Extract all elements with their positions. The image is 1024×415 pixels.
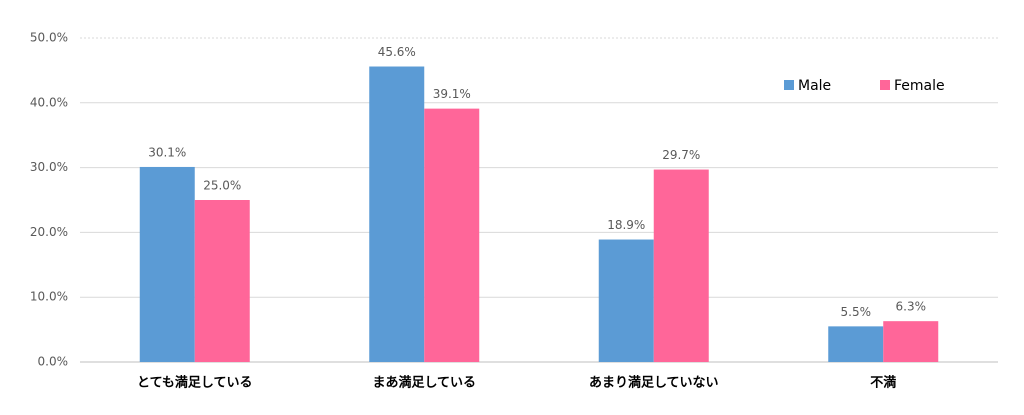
bar: [424, 108, 480, 362]
x-tick-label: あまり満足していない: [589, 375, 719, 391]
legend-swatch: [880, 80, 890, 90]
bar: [653, 169, 709, 362]
bar: [369, 66, 425, 363]
bar: [139, 166, 195, 362]
y-tick-label: 10.0%: [30, 290, 68, 304]
bar: [194, 200, 250, 362]
data-label: 29.7%: [662, 148, 700, 162]
y-tick-label: 50.0%: [30, 31, 68, 45]
data-label: 5.5%: [841, 305, 872, 319]
x-tick-label: とても満足している: [137, 375, 253, 391]
x-tick-label: 不満: [870, 375, 896, 391]
y-tick-label: 0.0%: [38, 355, 69, 369]
data-label: 45.6%: [378, 45, 416, 59]
y-tick-label: 20.0%: [30, 225, 68, 239]
data-label: 6.3%: [896, 300, 927, 314]
data-label: 30.1%: [148, 145, 186, 159]
y-tick-label: 40.0%: [30, 95, 68, 109]
x-tick-label: まあ満足している: [372, 375, 476, 391]
legend-label: Female: [894, 78, 945, 94]
bar: [828, 326, 884, 362]
legend-swatch: [784, 80, 794, 90]
data-label: 18.9%: [607, 218, 645, 232]
legend-label: Male: [798, 78, 831, 94]
bar: [598, 239, 654, 362]
bar: [883, 321, 939, 362]
data-label: 25.0%: [203, 179, 241, 193]
data-label: 39.1%: [433, 87, 471, 101]
y-tick-label: 30.0%: [30, 160, 68, 174]
